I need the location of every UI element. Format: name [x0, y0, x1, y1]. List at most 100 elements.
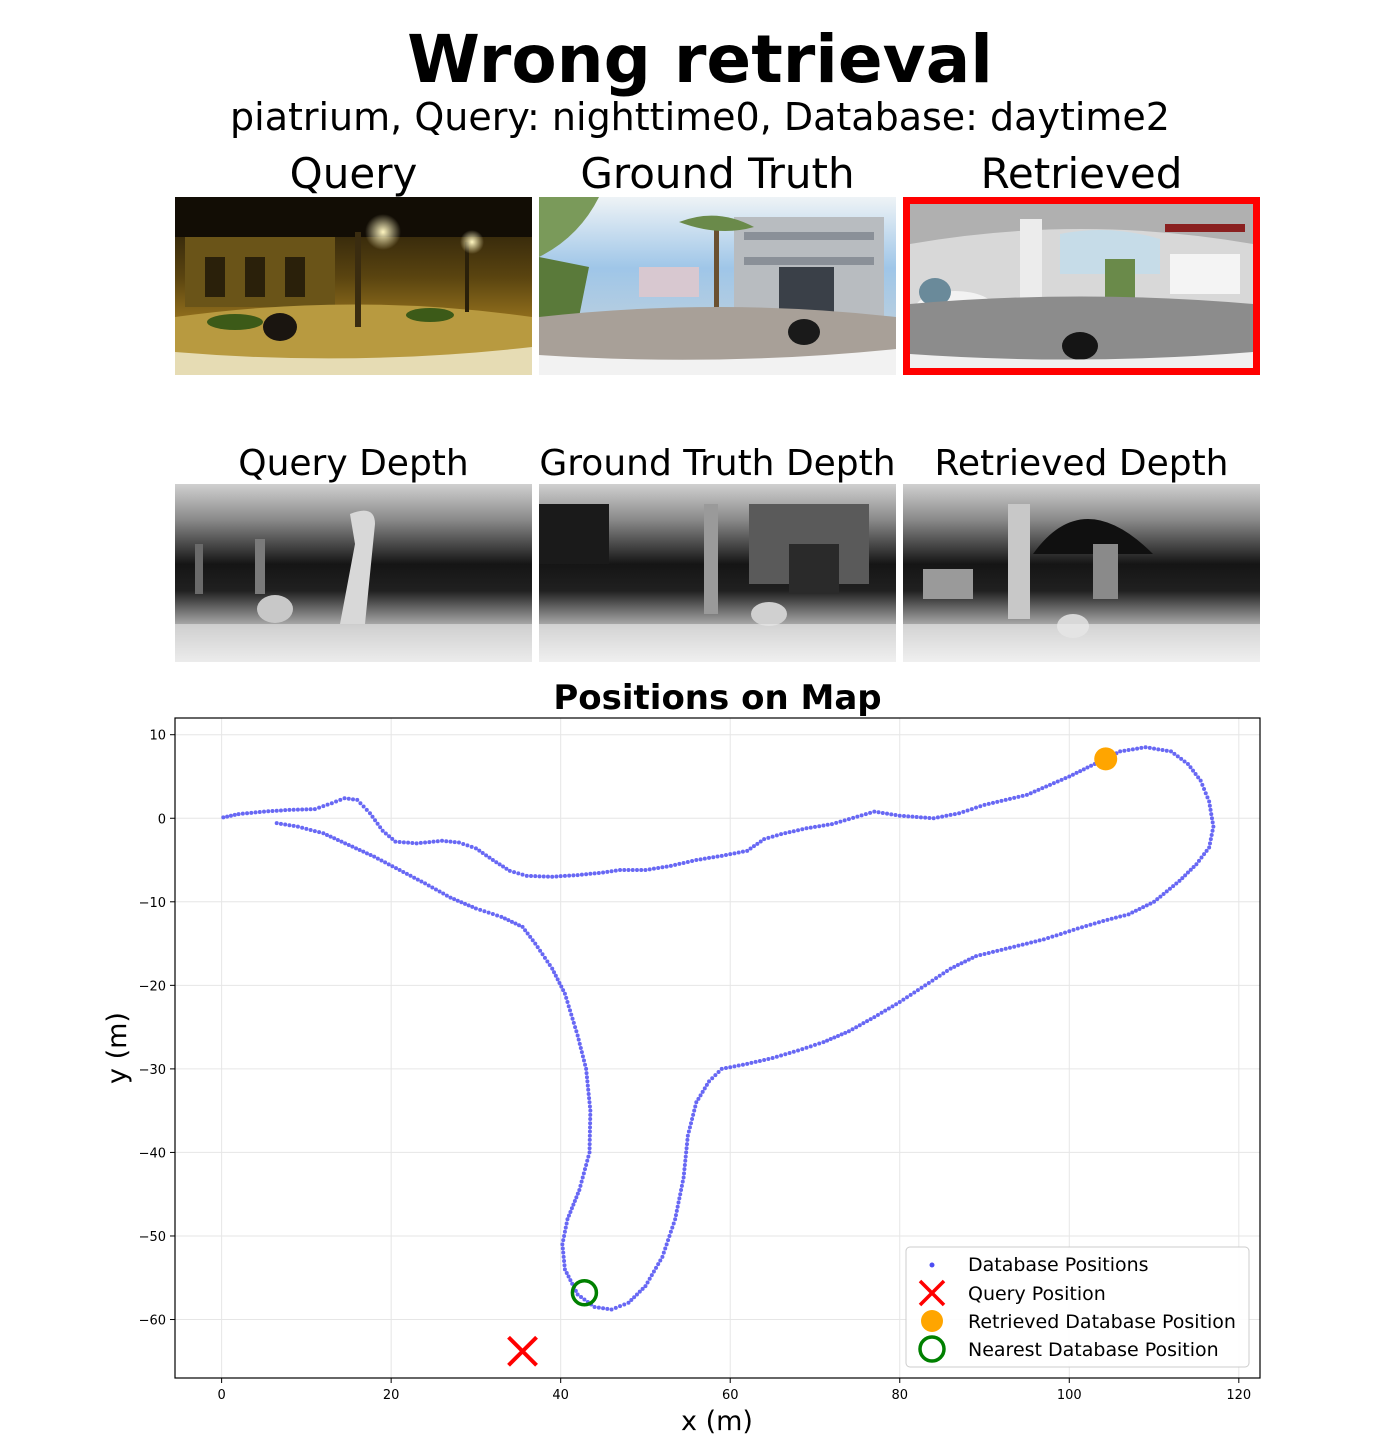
database-position-point: [885, 811, 890, 816]
nearest-position-marker: [570, 1279, 599, 1307]
database-position-point: [1133, 908, 1138, 913]
ground-truth-panel-title: Ground Truth: [580, 149, 855, 198]
database-position-point: [684, 1146, 689, 1151]
database-position-point: [588, 1125, 593, 1130]
database-position-point: [804, 826, 809, 831]
database-position-point: [889, 812, 894, 817]
database-position-point: [663, 1246, 668, 1251]
database-position-point: [588, 1121, 593, 1126]
retrieved-depth-image: [903, 484, 1260, 662]
database-position-point: [1003, 797, 1008, 802]
database-position-point: [872, 809, 877, 814]
database-position-point: [766, 835, 771, 840]
database-position-point: [578, 1183, 583, 1188]
database-position-point: [886, 1006, 891, 1011]
database-position-point: [448, 895, 453, 900]
database-position-point: [1089, 763, 1094, 768]
database-position-point: [710, 1076, 715, 1081]
database-position-point: [694, 1100, 699, 1105]
database-position-point: [715, 854, 720, 859]
database-position-point: [683, 1158, 688, 1163]
database-position-point: [732, 851, 737, 856]
database-position-point: [480, 851, 485, 856]
database-position-point: [430, 885, 435, 890]
database-position-point: [952, 964, 957, 969]
database-position-point: [745, 848, 750, 853]
database-position-point: [372, 854, 377, 859]
database-position-point: [664, 1242, 669, 1247]
database-position-point: [671, 1221, 676, 1226]
database-position-point: [308, 807, 313, 812]
database-position-point: [562, 1233, 567, 1238]
database-position-point: [566, 1213, 571, 1218]
database-position-point: [661, 1250, 666, 1255]
database-position-point: [418, 840, 423, 845]
database-position-point: [560, 1246, 565, 1251]
database-position-point: [770, 1056, 775, 1061]
database-position-point: [640, 1286, 645, 1291]
database-position-point: [883, 1008, 888, 1013]
database-position-point: [317, 805, 322, 810]
database-position-point: [1130, 747, 1135, 752]
database-position-point: [587, 1096, 592, 1101]
database-position-point: [570, 1016, 575, 1021]
ground-truth-depth-panel-title: Ground Truth Depth: [539, 443, 896, 484]
database-position-point: [796, 1048, 801, 1053]
chart-legend: Database Positions Query Position Retrie…: [905, 1246, 1250, 1368]
database-position-point: [857, 1023, 862, 1028]
database-position-point: [969, 807, 974, 812]
database-position-point: [278, 821, 283, 826]
query-position-marker: [507, 1335, 538, 1367]
database-position-point: [562, 1229, 567, 1234]
database-position-point: [1148, 901, 1153, 906]
database-position-point: [592, 871, 597, 876]
database-position-point: [673, 862, 678, 867]
database-position-point: [1193, 771, 1198, 776]
database-position-point: [478, 907, 483, 912]
database-position-point: [753, 1059, 758, 1064]
query-depth-image: [175, 484, 532, 662]
legend-nearest-label: Nearest Database Position: [968, 1339, 1219, 1361]
database-position-point: [571, 1020, 576, 1025]
database-position-point: [1040, 786, 1045, 791]
database-position-point: [565, 1217, 570, 1222]
database-position-point: [562, 1263, 567, 1268]
database-position-point: [787, 1051, 792, 1056]
position-markers: [507, 747, 1118, 1367]
database-position-point: [574, 1029, 579, 1034]
database-position-point: [404, 871, 409, 876]
database-position-point: [990, 800, 995, 805]
database-position-point: [262, 809, 267, 814]
database-position-point: [1079, 925, 1084, 930]
database-position-point: [221, 815, 226, 820]
database-position-point: [670, 1225, 675, 1230]
database-position-point: [452, 897, 457, 902]
database-position-point: [412, 875, 417, 880]
database-position-point: [1029, 940, 1034, 945]
database-position-point: [1078, 769, 1083, 774]
database-position-point: [1126, 912, 1131, 917]
database-position-point: [835, 1033, 840, 1038]
database-position-point: [584, 1162, 589, 1167]
database-position-point: [525, 931, 530, 936]
database-position-point: [668, 1229, 673, 1234]
database-position-point: [582, 1167, 587, 1172]
database-position-point: [588, 871, 593, 876]
database-position-point: [817, 1041, 822, 1046]
database-position-point: [632, 1295, 637, 1300]
database-position-point: [986, 950, 991, 955]
database-position-point: [1067, 929, 1072, 934]
database-position-point: [575, 1033, 580, 1038]
database-position-point: [696, 1096, 701, 1101]
database-position-point: [676, 1200, 681, 1205]
database-position-point: [596, 1305, 601, 1310]
database-position-point: [587, 1150, 592, 1155]
database-position-point: [812, 1042, 817, 1047]
database-position-point: [1037, 938, 1042, 943]
database-position-point: [894, 1002, 899, 1007]
database-position-point: [1139, 745, 1144, 750]
x-tick-label: 40: [552, 1388, 569, 1403]
database-position-point: [970, 955, 975, 960]
database-position-point: [576, 1037, 581, 1042]
database-position-point: [283, 808, 288, 813]
